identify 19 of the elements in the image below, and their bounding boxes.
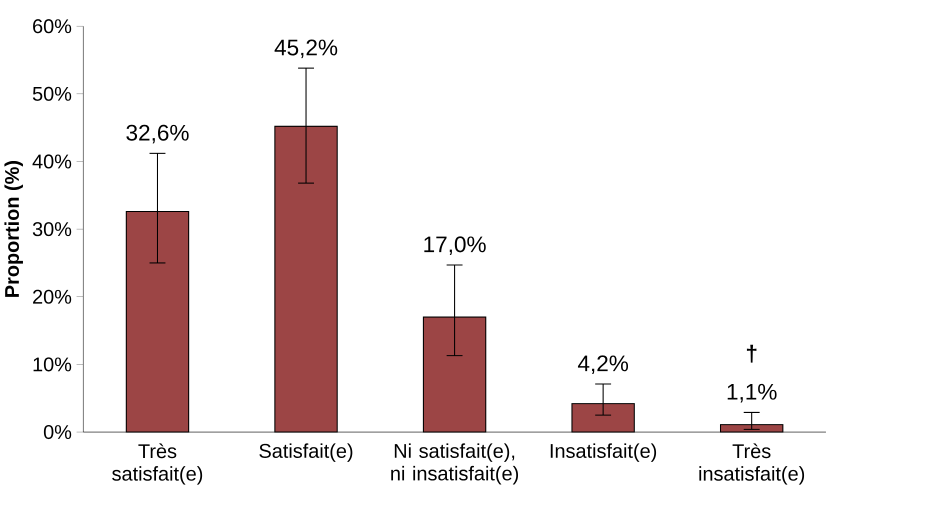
y-axis-title: Proportion (%) <box>4 160 23 297</box>
y-tick-label: 10% <box>34 357 72 372</box>
x-tick-label: Ni satisfait(e), ni insatisfait(e) <box>391 443 518 484</box>
y-tick-label: 0% <box>44 424 72 439</box>
x-tick-label: Très satisfait(e) <box>112 443 202 485</box>
x-tick-label: Satisfait(e) <box>259 443 352 462</box>
y-tick-label: 40% <box>32 154 72 168</box>
data-label: 1,1% <box>728 384 777 402</box>
y-tick-label: 50% <box>32 86 72 101</box>
data-label: 17,0% <box>424 236 486 255</box>
y-tick-label: 30% <box>32 222 72 236</box>
data-label: 4,2% <box>578 355 628 374</box>
annotation: † <box>746 344 756 363</box>
data-label: 32,6% <box>126 124 189 144</box>
x-tick-label: Insatisfait(e) <box>550 443 656 462</box>
y-tick-label: 20% <box>33 290 72 304</box>
x-tick-label: Très insatisfait(e) <box>699 443 804 485</box>
data-label: 45,2% <box>274 39 338 58</box>
y-tick-label: 60% <box>33 19 72 34</box>
